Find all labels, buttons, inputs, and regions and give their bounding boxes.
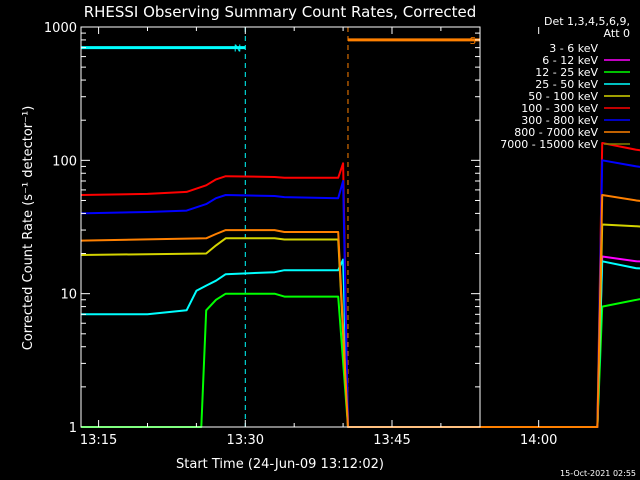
- night-label: N: [234, 44, 241, 55]
- legend-header: Att 0: [604, 27, 630, 40]
- x-tick-label: 14:00: [520, 433, 557, 448]
- series-line-5: [80, 223, 640, 428]
- legend-header: Det 1,3,4,5,6,9,: [544, 15, 630, 28]
- y-axis-label: Corrected Count Rate (s⁻¹ detector⁻¹): [21, 106, 36, 351]
- plot-frame: [80, 26, 481, 428]
- y-tick-label: 10: [60, 288, 77, 303]
- footer-timestamp: 15-Oct-2021 02:55: [560, 469, 636, 478]
- legend-label: 6 - 12 keV: [542, 54, 598, 67]
- y-tick-label: 100: [52, 154, 77, 169]
- x-axis-label: Start Time (24-Jun-09 13:12:02): [176, 457, 384, 472]
- chart-title: RHESSI Observing Summary Count Rates, Co…: [84, 3, 477, 21]
- y-tick-label: 1000: [44, 21, 77, 36]
- legend-label: 100 - 300 keV: [521, 102, 598, 115]
- y-tick-label: 1: [69, 421, 77, 436]
- series-line-8: [80, 194, 640, 428]
- legend-label: 25 - 50 keV: [535, 78, 598, 91]
- legend-label: 7000 - 15000 keV: [500, 138, 598, 151]
- legend-label: 800 - 7000 keV: [514, 126, 598, 139]
- x-tick-label: 13:45: [373, 433, 410, 448]
- legend-label: 3 - 6 keV: [549, 42, 598, 55]
- series-line-2: [596, 255, 640, 428]
- saa-label: S: [470, 36, 476, 47]
- legend-label: 300 - 800 keV: [521, 114, 598, 127]
- legend-label: 50 - 100 keV: [528, 90, 598, 103]
- x-tick-label: 13:30: [227, 433, 264, 448]
- legend-label: 12 - 25 keV: [535, 66, 598, 79]
- x-tick-label: 13:15: [80, 433, 117, 448]
